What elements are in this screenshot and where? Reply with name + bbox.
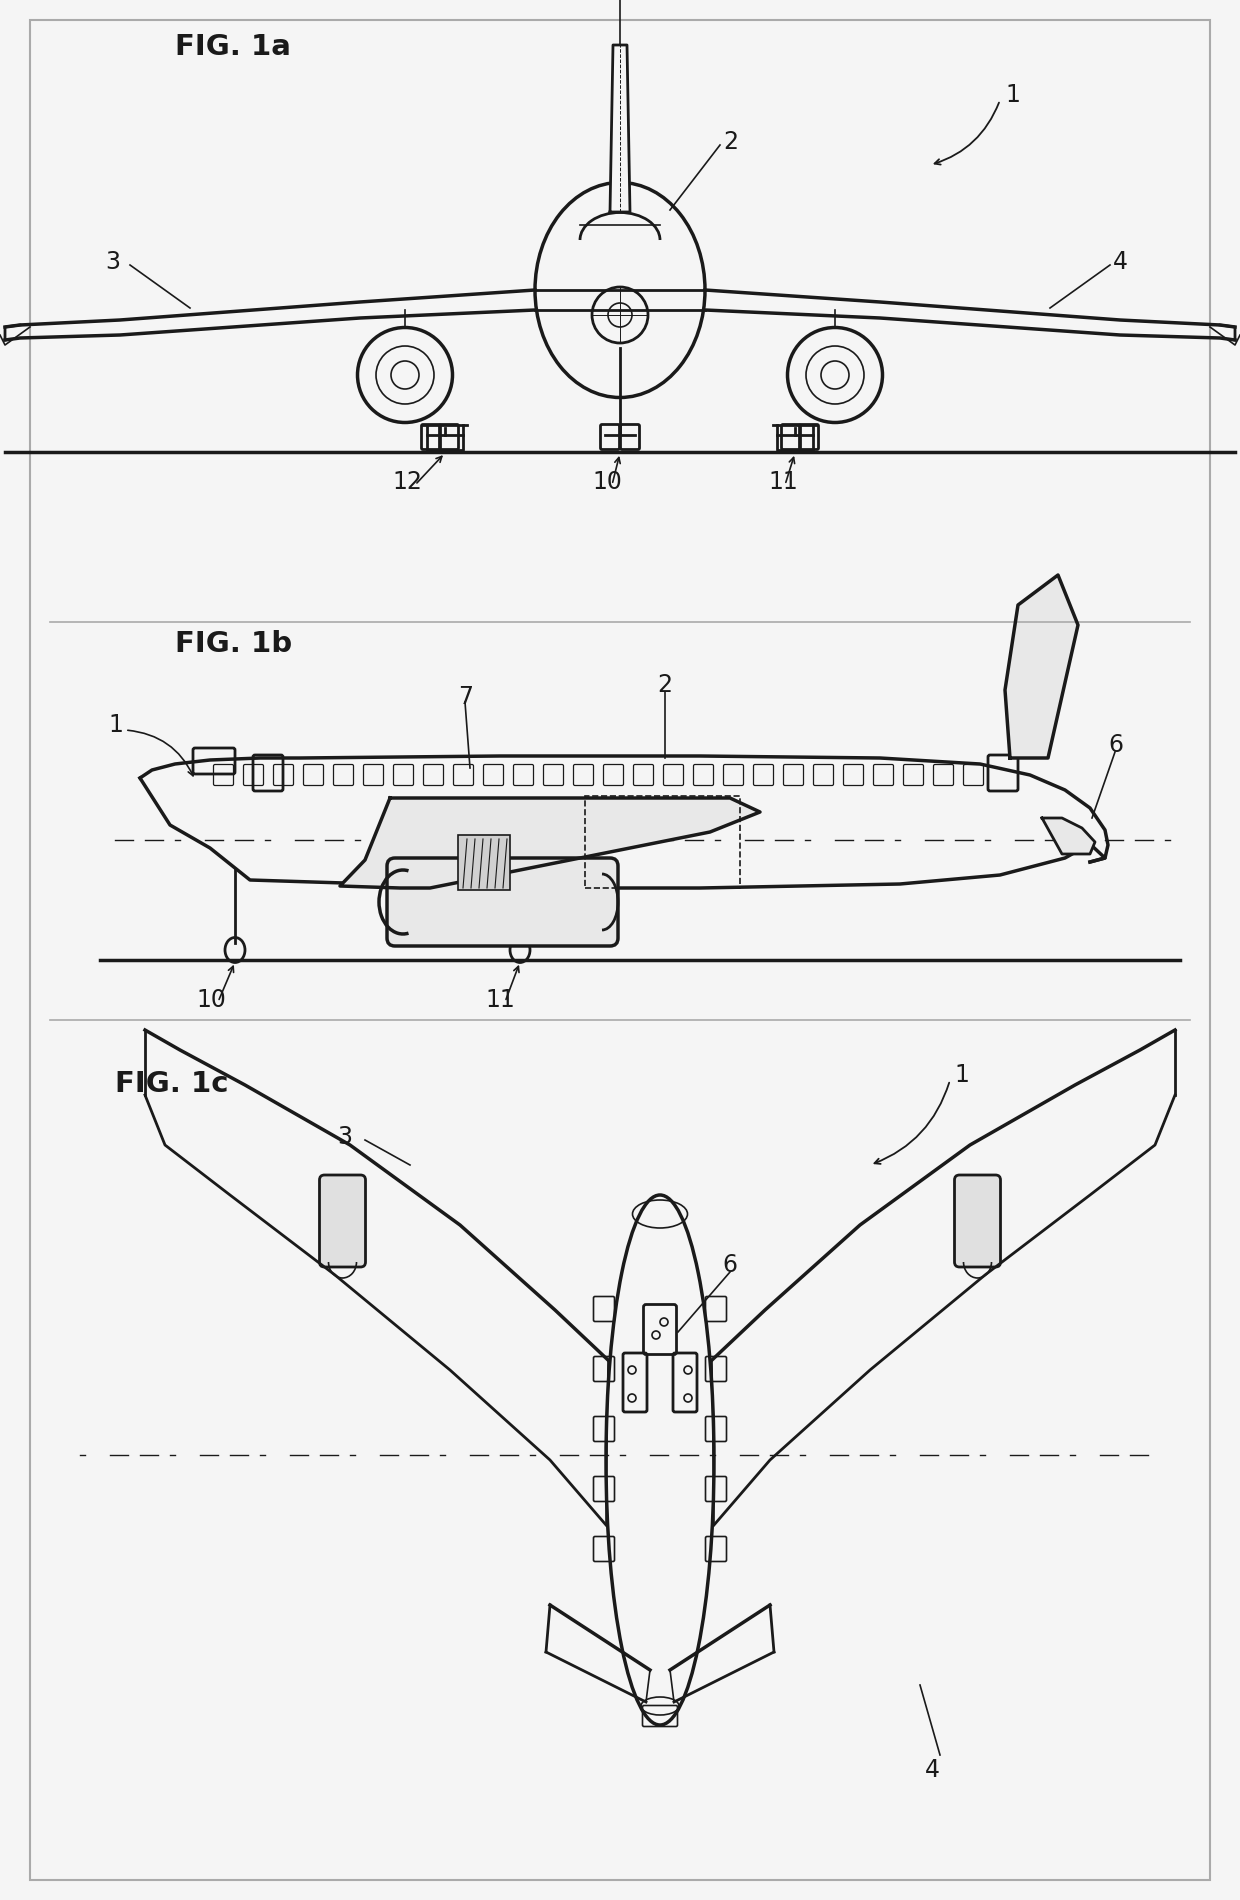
Text: 10: 10 bbox=[591, 469, 622, 494]
Polygon shape bbox=[1004, 576, 1078, 758]
Polygon shape bbox=[140, 756, 1109, 887]
Text: 3: 3 bbox=[105, 251, 120, 274]
Text: 1: 1 bbox=[1004, 84, 1019, 106]
Text: 4: 4 bbox=[1114, 251, 1128, 274]
FancyBboxPatch shape bbox=[320, 1174, 366, 1267]
Text: 11: 11 bbox=[485, 988, 515, 1013]
FancyBboxPatch shape bbox=[955, 1174, 1001, 1267]
Polygon shape bbox=[610, 46, 630, 213]
Text: 1: 1 bbox=[954, 1062, 968, 1087]
Text: FIG. 1c: FIG. 1c bbox=[115, 1070, 228, 1098]
Text: 2: 2 bbox=[657, 673, 672, 697]
Text: 4: 4 bbox=[925, 1758, 940, 1782]
Text: FIG. 1a: FIG. 1a bbox=[175, 32, 291, 61]
Text: FIG. 1b: FIG. 1b bbox=[175, 631, 293, 657]
Text: 6: 6 bbox=[1109, 733, 1123, 756]
Text: 3: 3 bbox=[337, 1125, 352, 1150]
Text: 12: 12 bbox=[392, 469, 422, 494]
FancyBboxPatch shape bbox=[387, 859, 618, 946]
Text: 10: 10 bbox=[196, 988, 226, 1013]
Text: 1: 1 bbox=[108, 712, 123, 737]
Text: 6: 6 bbox=[722, 1252, 737, 1277]
Text: 11: 11 bbox=[768, 469, 797, 494]
FancyBboxPatch shape bbox=[458, 834, 510, 889]
Polygon shape bbox=[1042, 819, 1095, 853]
Text: 7: 7 bbox=[458, 686, 472, 709]
Polygon shape bbox=[340, 798, 760, 887]
Text: 2: 2 bbox=[723, 129, 738, 154]
